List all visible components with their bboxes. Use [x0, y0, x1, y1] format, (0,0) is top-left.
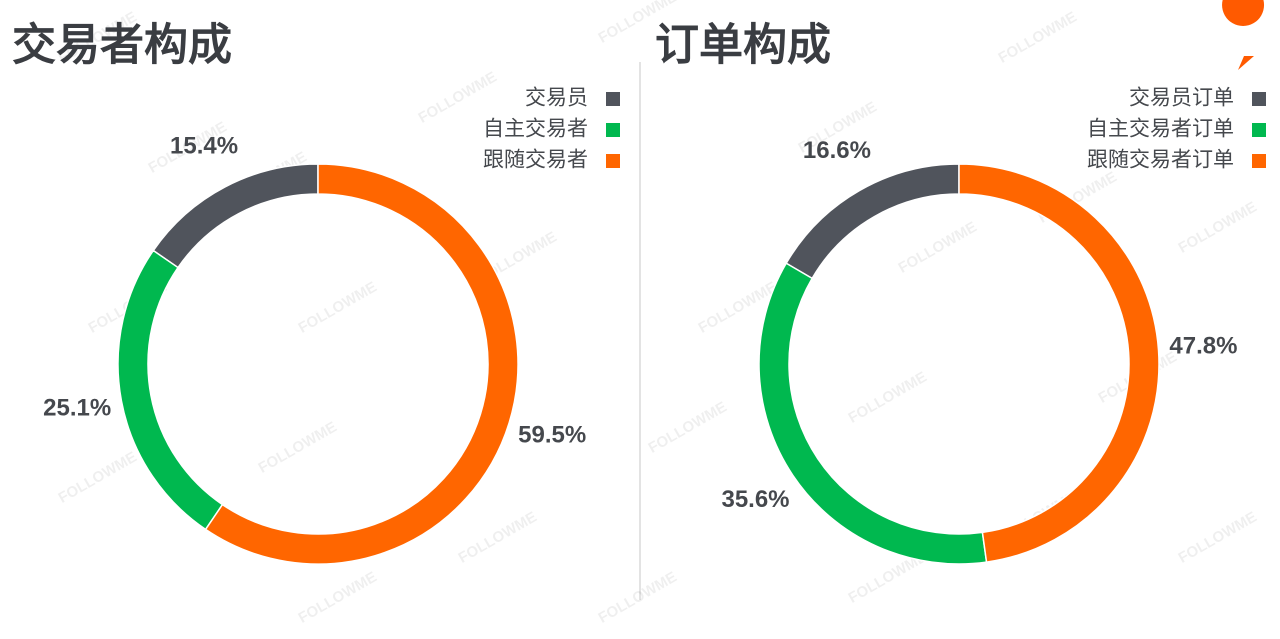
legend-swatch [606, 92, 620, 106]
value-label: 35.6% [721, 486, 789, 513]
legend-swatch [1252, 154, 1266, 168]
logo [1222, 0, 1265, 70]
legend-swatch [606, 154, 620, 168]
legend-label: 跟随交易者 [483, 149, 588, 172]
value-label: 16.6% [803, 137, 871, 164]
value-label: 25.1% [43, 394, 111, 421]
legend-label: 自主交易者 [483, 118, 588, 141]
chart-title: 订单构成 [655, 21, 831, 70]
legend-swatch [1252, 123, 1266, 137]
value-label: 15.4% [170, 132, 238, 159]
legend-label: 交易员 [525, 87, 588, 110]
legend-swatch [606, 123, 620, 137]
value-label: 47.8% [1169, 332, 1237, 359]
legend-label: 自主交易者订单 [1087, 118, 1234, 141]
legend-swatch [1252, 92, 1266, 106]
slice [958, 163, 1160, 563]
chart-title: 交易者构成 [12, 21, 232, 70]
legend-label: 跟随交易者订单 [1087, 149, 1234, 172]
value-label: 59.5% [518, 421, 586, 448]
legend-label: 交易员订单 [1129, 87, 1234, 110]
slice [204, 163, 519, 565]
